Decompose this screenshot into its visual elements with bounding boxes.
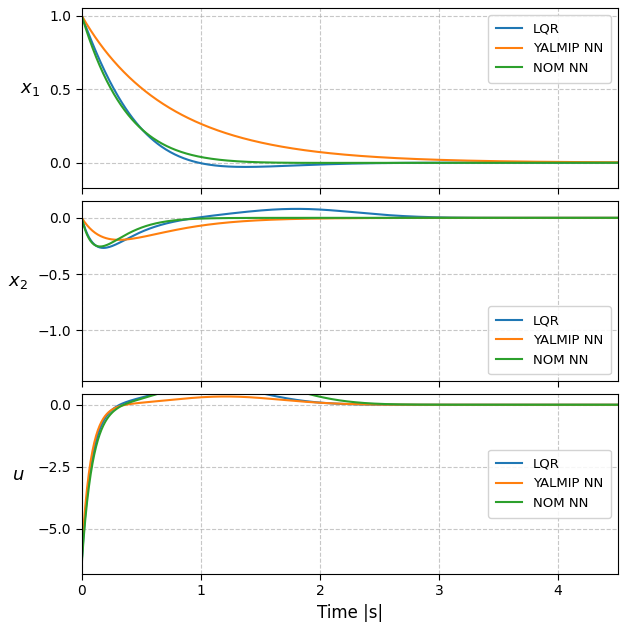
Legend: LQR, YALMIP NN, NOM NN: LQR, YALMIP NN, NOM NN [488, 306, 611, 374]
Y-axis label: $x_2$: $x_2$ [8, 273, 28, 291]
Legend: LQR, YALMIP NN, NOM NN: LQR, YALMIP NN, NOM NN [488, 15, 611, 83]
X-axis label: Time |s|: Time |s| [317, 604, 382, 622]
Y-axis label: $x_1$: $x_1$ [20, 81, 40, 98]
Legend: LQR, YALMIP NN, NOM NN: LQR, YALMIP NN, NOM NN [488, 450, 611, 518]
Y-axis label: $u$: $u$ [12, 466, 24, 484]
